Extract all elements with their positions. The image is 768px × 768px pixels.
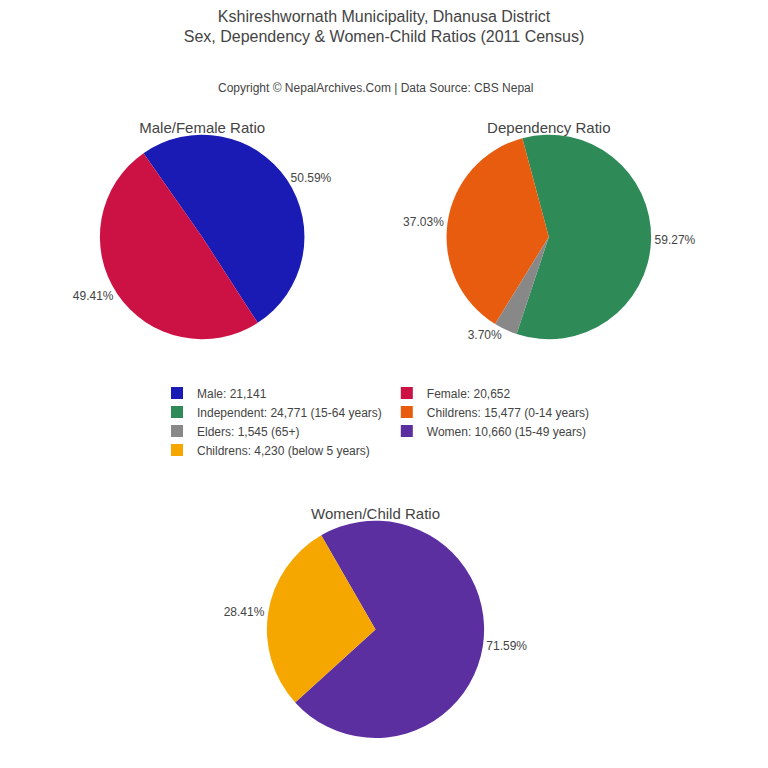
svg-text:Male: 21,141: Male: 21,141 (197, 387, 267, 401)
svg-text:Independent: 24,771 (15-64 yea: Independent: 24,771 (15-64 years) (197, 406, 382, 420)
svg-text:Women/Child Ratio: Women/Child Ratio (311, 505, 440, 522)
svg-text:Copyright © NepalArchives.Com: Copyright © NepalArchives.Com | Data Sou… (218, 81, 533, 95)
svg-text:Childrens: 15,477 (0-14 years): Childrens: 15,477 (0-14 years) (427, 406, 589, 420)
svg-text:71.59%: 71.59% (486, 639, 527, 653)
svg-text:Childrens: 4,230 (below 5 year: Childrens: 4,230 (below 5 years) (197, 444, 370, 458)
svg-text:49.41%: 49.41% (73, 289, 114, 303)
svg-text:59.27%: 59.27% (655, 233, 696, 247)
svg-text:28.41%: 28.41% (224, 605, 265, 619)
svg-text:Female: 20,652: Female: 20,652 (427, 387, 511, 401)
svg-text:Elders: 1,545 (65+): Elders: 1,545 (65+) (197, 425, 299, 439)
svg-text:Women: 10,660 (15-49 years): Women: 10,660 (15-49 years) (427, 425, 586, 439)
svg-text:Dependency Ratio: Dependency Ratio (487, 119, 610, 136)
svg-text:37.03%: 37.03% (403, 215, 444, 229)
svg-text:50.59%: 50.59% (291, 171, 332, 185)
svg-text:Male/Female Ratio: Male/Female Ratio (139, 119, 265, 136)
svg-text:3.70%: 3.70% (468, 328, 502, 342)
svg-text:Kshireshwornath Municipality,: Kshireshwornath Municipality, Dhanusa Di… (184, 8, 585, 46)
